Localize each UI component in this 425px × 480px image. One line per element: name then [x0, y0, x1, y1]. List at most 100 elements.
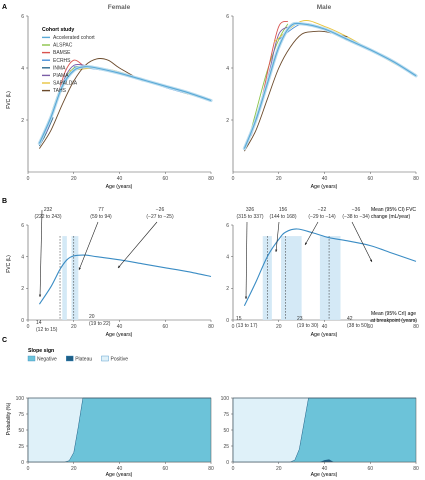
panel-c-male-x-tick-label: 80	[413, 466, 419, 472]
plot-a-male: 0 20 40 60 80 2 4 6	[226, 14, 419, 182]
panel-b-male-x-tick-label: 60	[367, 324, 373, 330]
panel-c-female-x-tick-label: 80	[208, 466, 214, 472]
series-band-accelerated	[242, 21, 418, 151]
plot-b-female: 0 20 40 60 80 0 2 4 6 232(222 to 243) 77(59 to 94)…	[21, 207, 214, 333]
fvc-trend-line	[38, 254, 212, 305]
panel-a-male-y-tick-label: 2	[226, 118, 229, 124]
panel-a-female-y-tick-label: 2	[21, 118, 24, 124]
slope-annotation: (315 to 337)	[237, 214, 264, 220]
legend-item-label: TAHS	[53, 88, 67, 94]
plot-frame	[27, 397, 212, 463]
legend-item-label: PIAMA	[53, 73, 69, 79]
panel-c-male-y-tick-label: 25	[223, 444, 229, 450]
panel-a-female-x-tick-label: 60	[162, 176, 168, 182]
panel-b-male-x-tick-label: 20	[276, 324, 282, 330]
panel-b-female-y-tick-label: 4	[21, 254, 24, 260]
panel-a-male-title: Male	[317, 4, 332, 11]
panel-b-female-y-tick-label: 6	[21, 223, 24, 229]
panel-c-male-x-tick-label: 20	[276, 466, 282, 472]
breakpoint-annotation: (12 to 15)	[36, 327, 58, 333]
slope-annotation: −26	[156, 207, 165, 213]
breakpoint-note-line2: at breakpoint (years)	[371, 318, 417, 324]
panel-c-female-y-tick-label: 25	[18, 444, 24, 450]
panel-b-female-x-tick-label: 80	[208, 324, 214, 330]
plot-c-female: 0 20 40 60 80 0 25 50 75 100	[16, 396, 214, 472]
panel-c-male-y-tick-label: 100	[221, 396, 230, 402]
breakpoint-annotation: 14	[36, 320, 42, 326]
panel-a-male-x-tick-label: 0	[232, 176, 235, 182]
annotation-arrow	[275, 221, 280, 253]
slope-annotation: (144 to 168)	[270, 214, 297, 220]
breakpoint-annotation: (19 to 22)	[89, 321, 111, 327]
breakpoint-annotation: 23	[297, 316, 303, 322]
legend-item-label: SAPALDIA	[53, 81, 78, 87]
series-line-alspac	[248, 23, 289, 139]
panel-c-female-x-tick-label: 60	[162, 466, 168, 472]
breakpoint-band	[262, 236, 272, 320]
annotation-arrow	[117, 221, 158, 269]
slope-annotation: 77	[98, 207, 104, 213]
annotation-arrowhead	[78, 267, 81, 270]
annotation-arrowhead	[305, 242, 308, 245]
breakpoint-band	[281, 236, 302, 320]
breakpoint-note-line1: Mean (95% CrI) age	[371, 311, 416, 317]
panel-a-male-y-tick-label: 6	[226, 14, 229, 20]
breakpoint-annotation: 42	[347, 316, 353, 322]
slope-annotation: −36	[352, 207, 361, 213]
panel-c-male-x-tick-label: 40	[322, 466, 328, 472]
fvc-change-note-line1: Mean (95% CI) FVC	[371, 207, 416, 213]
legend-item-label: ALSPAC	[53, 43, 73, 49]
annotation-arrow	[245, 221, 248, 300]
panel-label-c: C	[2, 337, 7, 344]
breakpoint-band	[71, 236, 79, 320]
panel-b-ylabel: FVC (L)	[6, 255, 12, 273]
panel-c-female-x-tick-label: 40	[117, 466, 123, 472]
panel-label-a: A	[2, 4, 7, 11]
panel-b-female-xlabel: Age (years)	[106, 332, 133, 338]
breakpoint-annotation: 20	[89, 314, 95, 320]
annotation-arrowhead	[244, 296, 248, 299]
panel-b-female-y-tick-label: 0	[21, 318, 24, 324]
annotation-arrowhead	[38, 294, 42, 297]
series-line-accelerated-cohort	[38, 66, 212, 144]
breakpoint-annotation: (38 to 50)	[347, 323, 369, 329]
slope-annotation: −22	[318, 207, 327, 213]
cohort-legend: Cohort study Accelerated cohort ALSPACBAM…	[42, 27, 95, 94]
series-line-sapaldia	[273, 20, 417, 77]
panel-a-female-x-tick-label: 20	[71, 176, 77, 182]
panel-a-female-x-tick-label: 0	[27, 176, 30, 182]
panel-b-male-y-tick-label: 0	[226, 318, 229, 324]
panel-c-male-x-tick-label: 60	[367, 466, 373, 472]
series-line-tahs	[244, 30, 348, 152]
breakpoint-band	[319, 236, 341, 320]
annotation-arrow	[39, 209, 43, 298]
panel-b-male-y-tick-label: 6	[226, 223, 229, 229]
panel-a-female-x-tick-label: 40	[117, 176, 123, 182]
plot-a-female: 0 20 40 60 80 2 4 6	[21, 14, 214, 182]
fvc-change-note-line2: change (mL/year)	[371, 214, 411, 220]
plot-frame	[232, 397, 417, 463]
panel-a-ylabel: FVC (L)	[6, 91, 12, 109]
legend-item-label: Accelerated cohort	[53, 35, 95, 41]
slope-annotation: (−38 to −34)	[342, 214, 370, 220]
breakpoint-annotation: (19 to 30)	[297, 323, 319, 329]
panel-a-male-x-tick-label: 80	[413, 176, 419, 182]
fvc-trend-line	[243, 228, 417, 307]
panel-a-female-x-tick-label: 80	[208, 176, 214, 182]
panel-label-b: B	[2, 198, 7, 205]
slope-legend-label: Negative	[37, 357, 57, 363]
slope-annotation: 326	[246, 207, 255, 213]
panel-b-male-x-tick-label: 80	[413, 324, 419, 330]
panel-c-male-x-tick-label: 0	[232, 466, 235, 472]
slope-legend-swatch	[27, 355, 36, 362]
legend-item-label: ECRHS	[53, 58, 71, 64]
panel-c-male-y-tick-label: 75	[223, 412, 229, 418]
panel-c-female-y-tick-label: 75	[18, 412, 24, 418]
plateau-area	[233, 459, 416, 462]
plot-c-male: 0 20 40 60 80 0 25 50 75 100	[221, 396, 419, 472]
slope-annotation: 232	[44, 207, 53, 213]
panel-c-female-y-tick-label: 100	[16, 396, 25, 402]
panel-c-female-y-tick-label: 50	[18, 428, 24, 434]
breakpoint-band	[62, 236, 67, 320]
panel-a-male-y-tick-label: 4	[226, 66, 229, 72]
